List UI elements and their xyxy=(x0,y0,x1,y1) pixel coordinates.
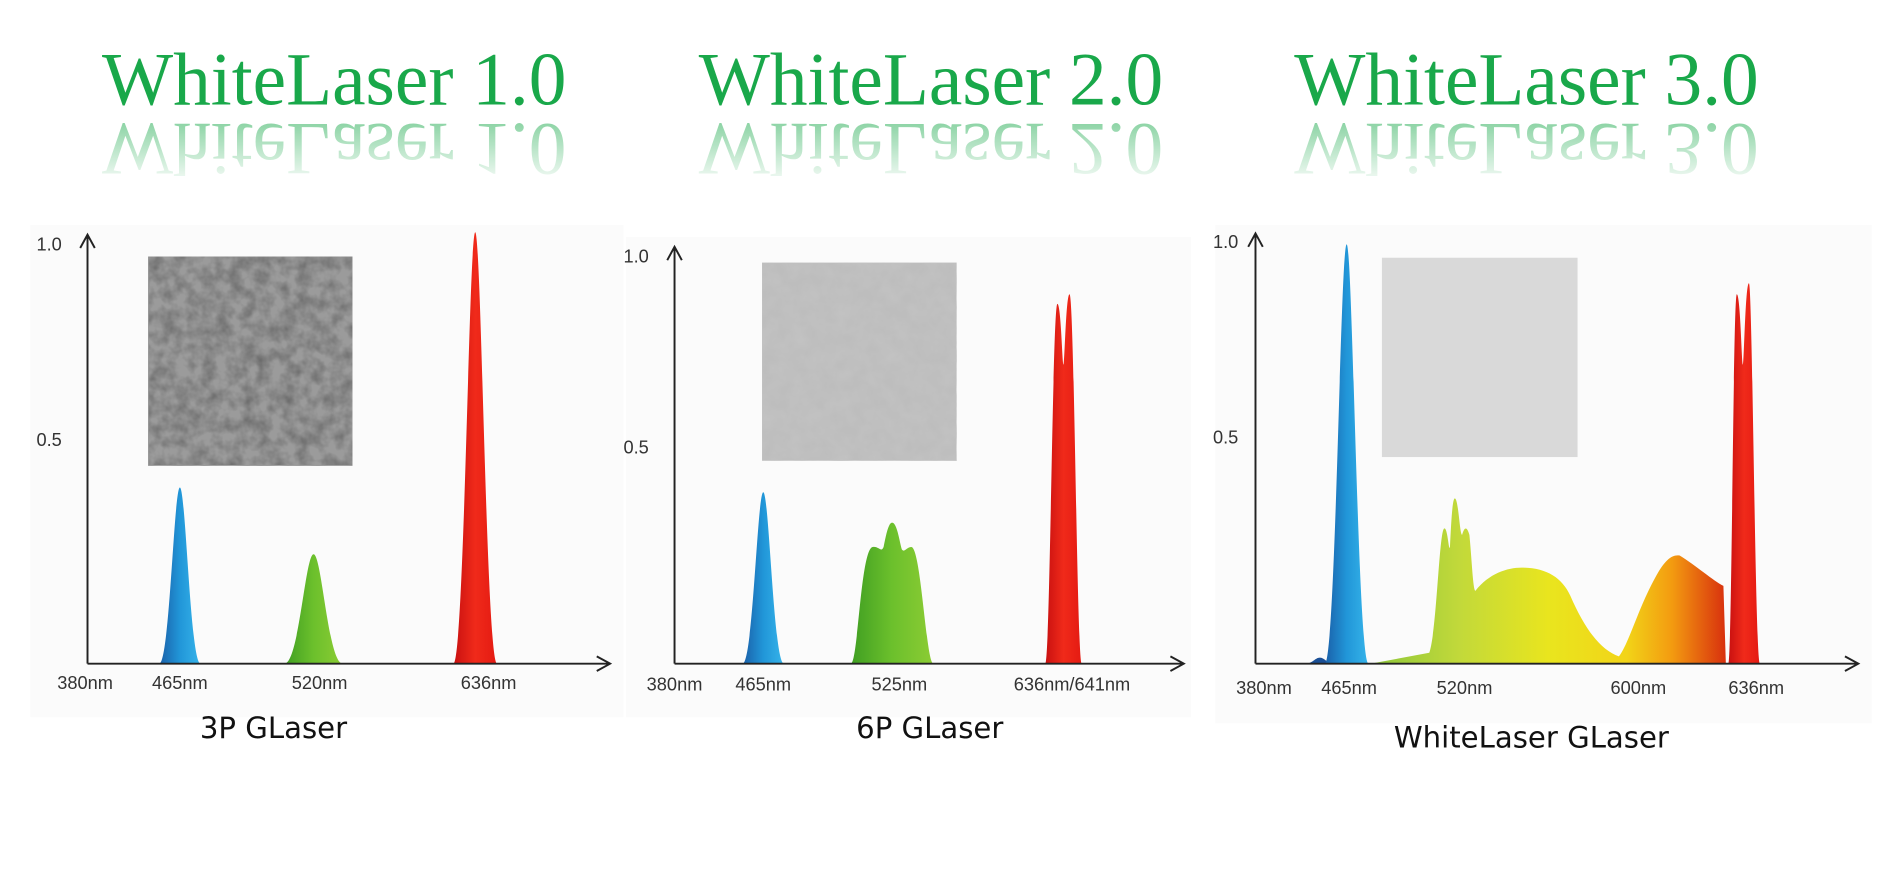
blue-peak xyxy=(159,487,201,664)
axes xyxy=(666,244,1186,672)
panel-title: WhiteLaser 1.0 xyxy=(102,39,566,122)
y-tick-label: 0.5 xyxy=(1213,427,1238,448)
x-tick-label: 465nm xyxy=(735,673,791,694)
x-tick-label: 465nm xyxy=(1321,677,1377,698)
red-peak xyxy=(1728,283,1760,664)
red-peak xyxy=(453,232,498,664)
x-tick-label: 600nm xyxy=(1610,677,1666,698)
blue-bump xyxy=(1305,657,1333,664)
white-spectrum xyxy=(1370,498,1726,664)
x-tick-label: 380nm xyxy=(647,673,703,694)
title-reflection: WhiteLaser 2.0 xyxy=(699,107,1163,190)
speckle-noise xyxy=(148,256,353,466)
axes xyxy=(79,232,613,672)
spectra xyxy=(159,232,1760,664)
y-tick-label: 1.0 xyxy=(623,246,648,267)
title-reflection: WhiteLaser 1.0 xyxy=(102,107,566,190)
title-reflections: WhiteLaser 1.0 WhiteLaser 2.0 WhiteLaser… xyxy=(102,107,1759,190)
green-peak xyxy=(284,554,343,664)
x-tick-label: 520nm xyxy=(292,672,348,693)
y-tick-label: 1.0 xyxy=(36,233,61,254)
blue-peak xyxy=(742,492,784,664)
x-tick-label: 525nm xyxy=(872,673,928,694)
caption: 3P GLaser xyxy=(200,711,347,745)
x-tick-label: 380nm xyxy=(57,672,113,693)
y-tick-label: 1.0 xyxy=(1213,231,1238,252)
x-tick-label: 465nm xyxy=(152,672,208,693)
x-tick-label: 380nm xyxy=(1236,677,1292,698)
blue-peak xyxy=(1324,244,1369,664)
y-tick-label: 0.5 xyxy=(36,429,61,450)
y-tick-label: 0.5 xyxy=(623,436,648,457)
speckle-inset xyxy=(1381,257,1578,458)
title-reflection: WhiteLaser 3.0 xyxy=(1294,107,1758,190)
panel-title: WhiteLaser 3.0 xyxy=(1294,39,1758,122)
speckle-noise xyxy=(762,262,957,461)
caption: 6P GLaser xyxy=(856,711,1003,745)
green-peak xyxy=(850,522,934,664)
panel-title: WhiteLaser 2.0 xyxy=(699,39,1163,122)
x-tick-label: 636nm/641nm xyxy=(1014,673,1130,694)
red-peak xyxy=(1045,294,1082,664)
caption: WhiteLaser GLaser xyxy=(1394,721,1669,755)
x-tick-label: 520nm xyxy=(1437,677,1493,698)
x-tick-label: 636nm xyxy=(461,672,517,693)
x-tick-label: 636nm xyxy=(1728,677,1784,698)
axes xyxy=(1247,231,1861,672)
